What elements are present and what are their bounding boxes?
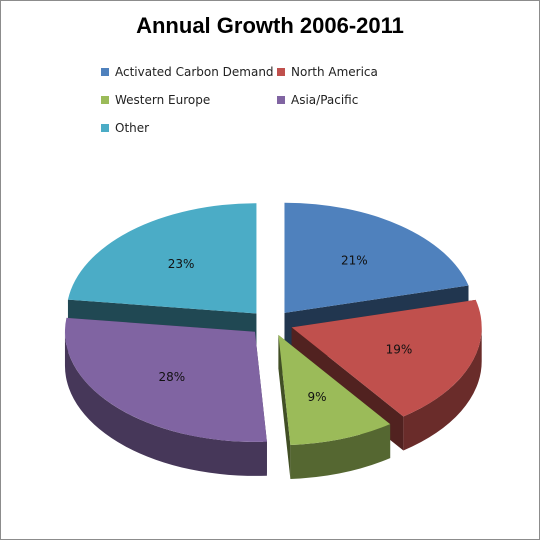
- data-label-asia-pacific: 28%: [159, 370, 186, 384]
- legend-item-north-america: North America: [277, 63, 427, 81]
- legend-item-other: Other: [101, 119, 277, 137]
- legend-label: Western Europe: [115, 93, 211, 107]
- legend-swatch: [101, 124, 109, 132]
- legend-label: Asia/Pacific: [291, 93, 359, 107]
- legend-label: North America: [291, 65, 378, 79]
- legend-swatch: [277, 68, 285, 76]
- data-label-north-america: 19%: [386, 343, 413, 357]
- legend-swatch: [101, 96, 109, 104]
- data-label-western-europe: 9%: [308, 390, 327, 404]
- pie-slice-asia-pacific: [64, 317, 267, 442]
- legend-label: Activated Carbon Demand: [115, 65, 274, 79]
- legend-label: Other: [115, 121, 150, 135]
- data-label-other: 23%: [168, 257, 195, 271]
- legend-swatch: [277, 96, 285, 104]
- legend-item-western-europe: Western Europe: [101, 91, 277, 109]
- legend-swatch: [101, 68, 109, 76]
- pie-slice-other: [67, 203, 257, 314]
- pie-slice-western-europe: [278, 335, 391, 445]
- pie-slice-north-america: [291, 299, 482, 417]
- legend-item-asia-pacific: Asia/Pacific: [277, 91, 427, 109]
- data-label-activated-carbon-demand: 21%: [341, 254, 368, 268]
- chart-title: Annual Growth 2006-2011: [136, 13, 404, 38]
- legend-item-activated-carbon-demand: Activated Carbon Demand: [101, 63, 277, 81]
- pie-slice-activated-carbon-demand: [284, 202, 469, 313]
- legend: Activated Carbon Demand North America We…: [101, 63, 431, 137]
